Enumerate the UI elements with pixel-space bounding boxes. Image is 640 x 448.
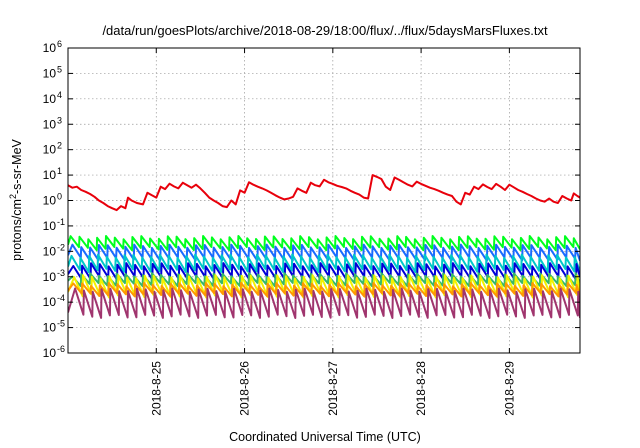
y-tick-exponent: 3 bbox=[57, 115, 62, 125]
y-tick-label: 10 bbox=[43, 92, 57, 106]
axes: 10 -610 -510 -410 -310 -210 -110 010 110 210 310 41… bbox=[43, 39, 580, 416]
y-tick-label: 10 bbox=[43, 117, 57, 131]
y-tick-label: 10 bbox=[43, 168, 57, 182]
y-tick-label: 10 bbox=[43, 295, 57, 309]
series-line-4 bbox=[68, 253, 580, 274]
chart-title: /data/run/goesPlots/archive/2018-08-29/1… bbox=[102, 23, 548, 38]
y-tick-label: 10 bbox=[43, 270, 57, 284]
y-tick-exponent: 4 bbox=[57, 90, 62, 100]
y-tick-exponent: 0 bbox=[57, 192, 62, 202]
y-tick-label: 10 bbox=[43, 244, 57, 258]
y-tick-label: 10 bbox=[43, 66, 57, 80]
x-axis-label: Coordinated Universal Time (UTC) bbox=[229, 430, 421, 444]
x-tick-label: 2018-8-27 bbox=[326, 361, 340, 416]
y-tick-exponent: 6 bbox=[57, 39, 62, 49]
y-tick-label: 10 bbox=[43, 194, 57, 208]
y-tick-exponent: -6 bbox=[57, 344, 65, 354]
plot-area bbox=[68, 174, 580, 319]
y-tick-exponent: -3 bbox=[57, 268, 65, 278]
y-tick-exponent: -4 bbox=[57, 293, 65, 303]
series-line-2 bbox=[68, 235, 580, 252]
y-tick-exponent: -2 bbox=[57, 242, 65, 252]
y-tick-exponent: 5 bbox=[57, 64, 62, 74]
x-tick-label: 2018-8-25 bbox=[149, 361, 163, 416]
series-line-9 bbox=[68, 287, 580, 319]
y-axis-label-sup: 2 bbox=[8, 194, 18, 199]
y-tick-label: 10 bbox=[43, 321, 57, 335]
y-tick-exponent: 2 bbox=[57, 141, 62, 151]
y-axis-label-base: protons/cm bbox=[10, 199, 24, 261]
y-tick-label: 10 bbox=[43, 143, 57, 157]
y-tick-exponent: -1 bbox=[57, 217, 65, 227]
x-tick-label: 2018-8-28 bbox=[414, 361, 428, 416]
series-line-8 bbox=[68, 281, 580, 298]
x-tick-label: 2018-8-29 bbox=[502, 361, 516, 416]
x-tick-label: 2018-8-26 bbox=[238, 361, 252, 416]
y-tick-label: 10 bbox=[43, 219, 57, 233]
y-axis-label-rest: -s-sr-MeV bbox=[10, 138, 24, 194]
y-tick-exponent: 1 bbox=[57, 166, 62, 176]
series-line-1 bbox=[68, 174, 580, 212]
y-tick-label: 10 bbox=[43, 41, 57, 55]
y-tick-exponent: -5 bbox=[57, 319, 65, 329]
y-tick-label: 10 bbox=[43, 346, 57, 360]
y-axis-label: protons/cm2-s-sr-MeV bbox=[8, 138, 24, 260]
